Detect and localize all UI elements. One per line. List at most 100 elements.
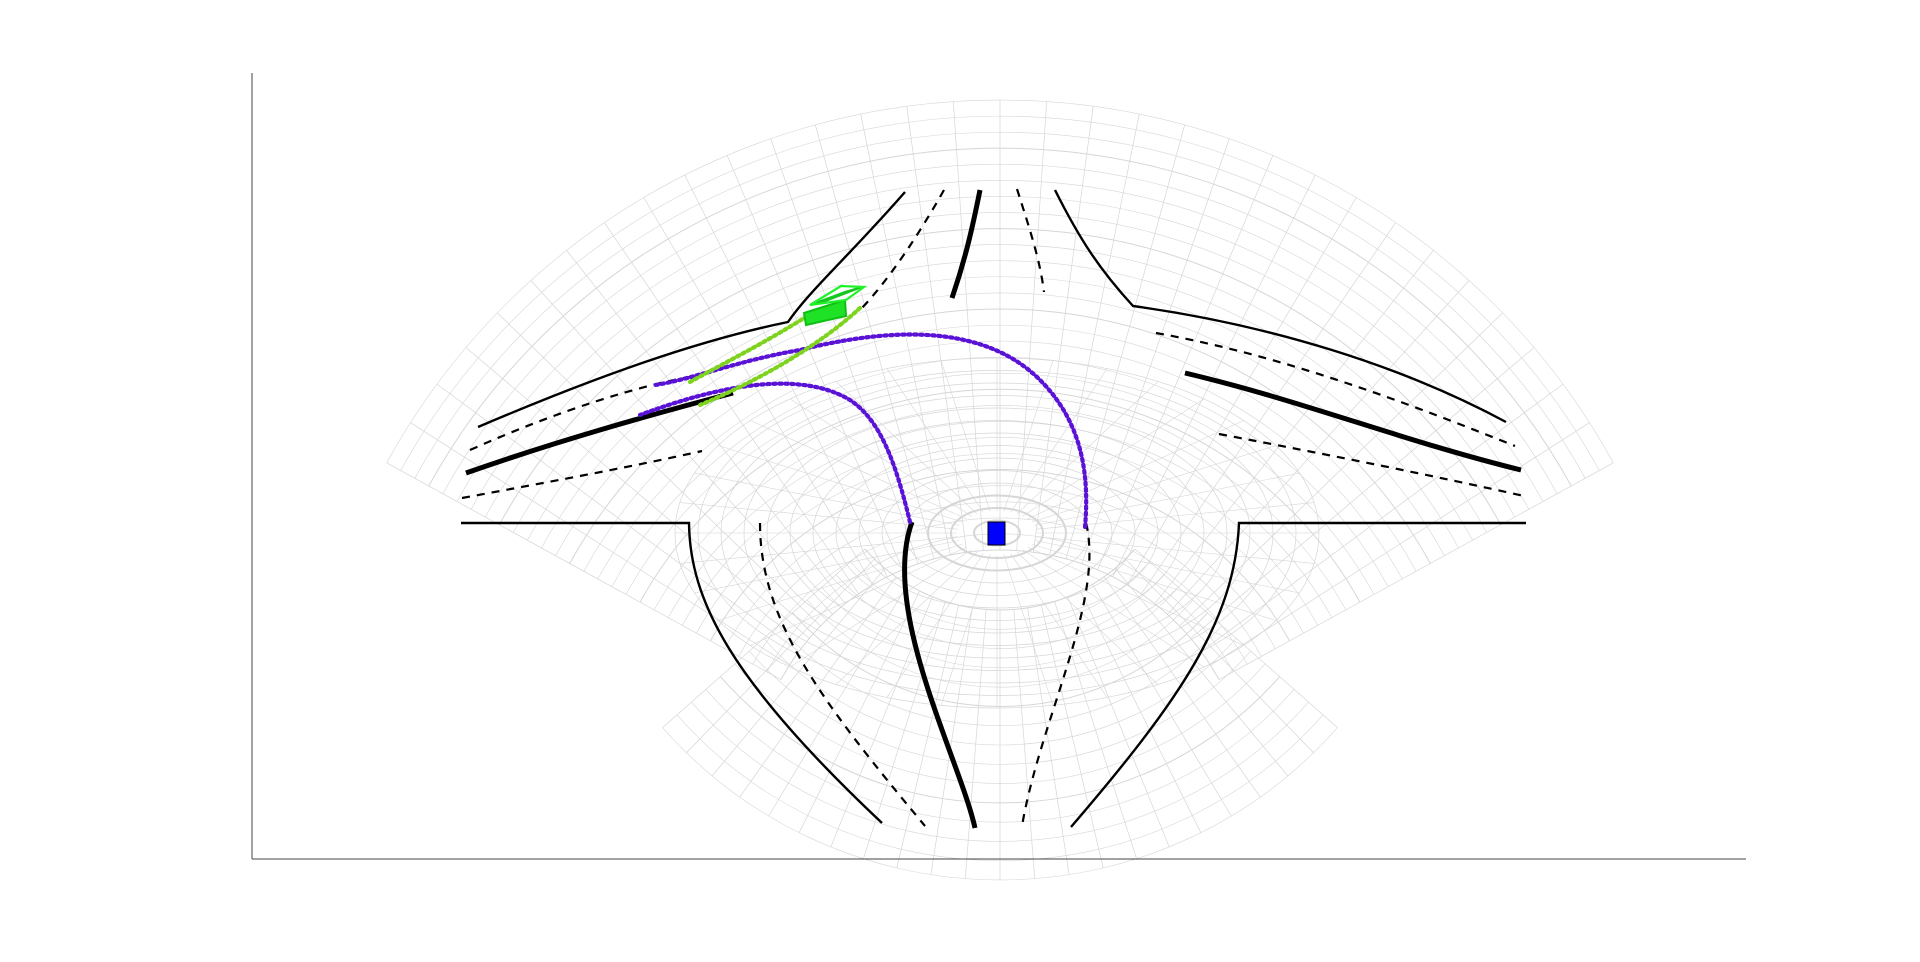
grid-spoke: [1067, 596, 1170, 848]
grid-spoke: [694, 540, 960, 594]
planned-path-outer: [652, 332, 1089, 530]
grid-spoke: [1031, 445, 1276, 523]
grid-spoke: [835, 551, 978, 685]
grid-spoke: [886, 368, 984, 513]
polar-grid-near: [674, 357, 1320, 709]
grid-spoke: [964, 609, 987, 879]
grid-spoke: [643, 197, 874, 585]
grid-spoke: [1112, 174, 1316, 577]
grid-spoke: [940, 554, 991, 706]
lane-divider-south-east: [1020, 522, 1091, 827]
grid-spoke: [1092, 584, 1232, 817]
grid-spoke: [1027, 546, 1244, 646]
grid-spoke: [770, 138, 919, 564]
grid-spoke: [1016, 381, 1159, 515]
grid-spoke: [711, 568, 886, 777]
grid-spoke: [1210, 422, 1590, 666]
grid-spoke: [684, 174, 888, 577]
grid-spoke: [1134, 548, 1338, 728]
grid-spoke: [940, 360, 991, 512]
center-line-north: [949, 189, 983, 299]
boundary-east-horizontal: [1070, 521, 1526, 828]
planned-paths: [637, 332, 1089, 530]
grid-spoke: [1218, 462, 1614, 680]
grid-spoke: [1079, 590, 1202, 833]
lane-dividers: [461, 188, 1525, 827]
grid-spoke: [530, 280, 833, 615]
grid-spoke: [1034, 540, 1300, 594]
grid-spoke: [718, 543, 963, 621]
predicted-path-2: [697, 305, 863, 408]
lane-divider-south-west: [758, 522, 926, 827]
grid-spoke: [1016, 551, 1159, 685]
grid-ring: [864, 548, 1136, 611]
polar-grid-rear: [662, 548, 1338, 881]
grid-spoke: [1034, 472, 1300, 526]
grid-spoke: [768, 584, 908, 817]
lane-divider-east-lower: [1218, 432, 1525, 498]
ego-vehicle: [987, 521, 1006, 546]
grid-spoke: [604, 222, 859, 594]
grid-spoke: [952, 101, 984, 551]
grid-spoke: [1054, 601, 1137, 859]
lane-divider-west-lower: [461, 449, 703, 500]
grid-spoke: [1114, 568, 1289, 777]
lane-divider-east-upper: [1155, 331, 1516, 448]
grid-spoke: [1126, 197, 1357, 585]
grid-spoke: [830, 596, 933, 848]
grid-spoke: [814, 124, 935, 559]
grid-spoke: [1013, 609, 1036, 879]
grid-spoke: [1032, 106, 1094, 553]
grid-spoke: [896, 605, 960, 869]
grid-spoke: [679, 536, 958, 564]
planned-path-inner: [637, 381, 913, 525]
grid-ring: [780, 549, 1220, 680]
grid-spoke: [410, 422, 790, 666]
grid-spoke: [863, 601, 946, 859]
grid-spoke: [1125, 558, 1314, 753]
grid-spoke: [566, 250, 846, 604]
grid-spoke: [739, 576, 897, 798]
predicted-path-1: [687, 310, 815, 385]
boundary-west-horizontal: [461, 521, 883, 824]
grid-spoke: [1036, 502, 1315, 530]
grid-spoke: [1003, 554, 1054, 706]
grid-spoke: [436, 383, 800, 652]
grid-spoke: [1036, 536, 1315, 564]
grid-spoke: [386, 462, 782, 680]
grid-spoke: [1031, 543, 1276, 621]
grid-spoke: [465, 347, 810, 639]
grid-spoke: [1200, 383, 1564, 652]
boundary-north-east: [1053, 189, 1507, 424]
polar-grid-far: [386, 99, 1614, 680]
grid-spoke: [1103, 576, 1261, 798]
grid-spoke: [886, 553, 984, 698]
grid-spoke: [1022, 549, 1205, 668]
grid-spoke: [1010, 553, 1108, 698]
center-lines: [465, 189, 1522, 829]
grid-spoke: [1040, 605, 1104, 869]
grid-spoke: [835, 381, 978, 515]
grid-spoke: [1049, 113, 1140, 556]
grid-spoke: [1027, 607, 1070, 875]
lane-divider-north-1: [857, 189, 945, 313]
center-line-east: [1184, 370, 1522, 473]
lane-divider-north-2: [1015, 188, 1046, 293]
grid-spoke: [726, 155, 903, 570]
center-line-west: [465, 390, 734, 476]
grid-spoke: [718, 445, 963, 523]
grid-spoke: [1027, 420, 1244, 520]
grid-spoke: [1141, 222, 1396, 594]
grid-spoke: [1081, 138, 1230, 564]
detected-object-box: [802, 284, 868, 327]
grid-spoke: [497, 312, 821, 627]
grid-spoke: [694, 472, 960, 526]
grid-spoke: [750, 420, 967, 520]
grid-spoke: [1154, 250, 1434, 604]
predicted-paths: [687, 305, 863, 408]
grid-spoke: [798, 590, 921, 833]
grid-spoke: [1016, 101, 1048, 551]
lane-divider-west-upper: [469, 373, 701, 452]
grid-spoke: [906, 106, 968, 553]
